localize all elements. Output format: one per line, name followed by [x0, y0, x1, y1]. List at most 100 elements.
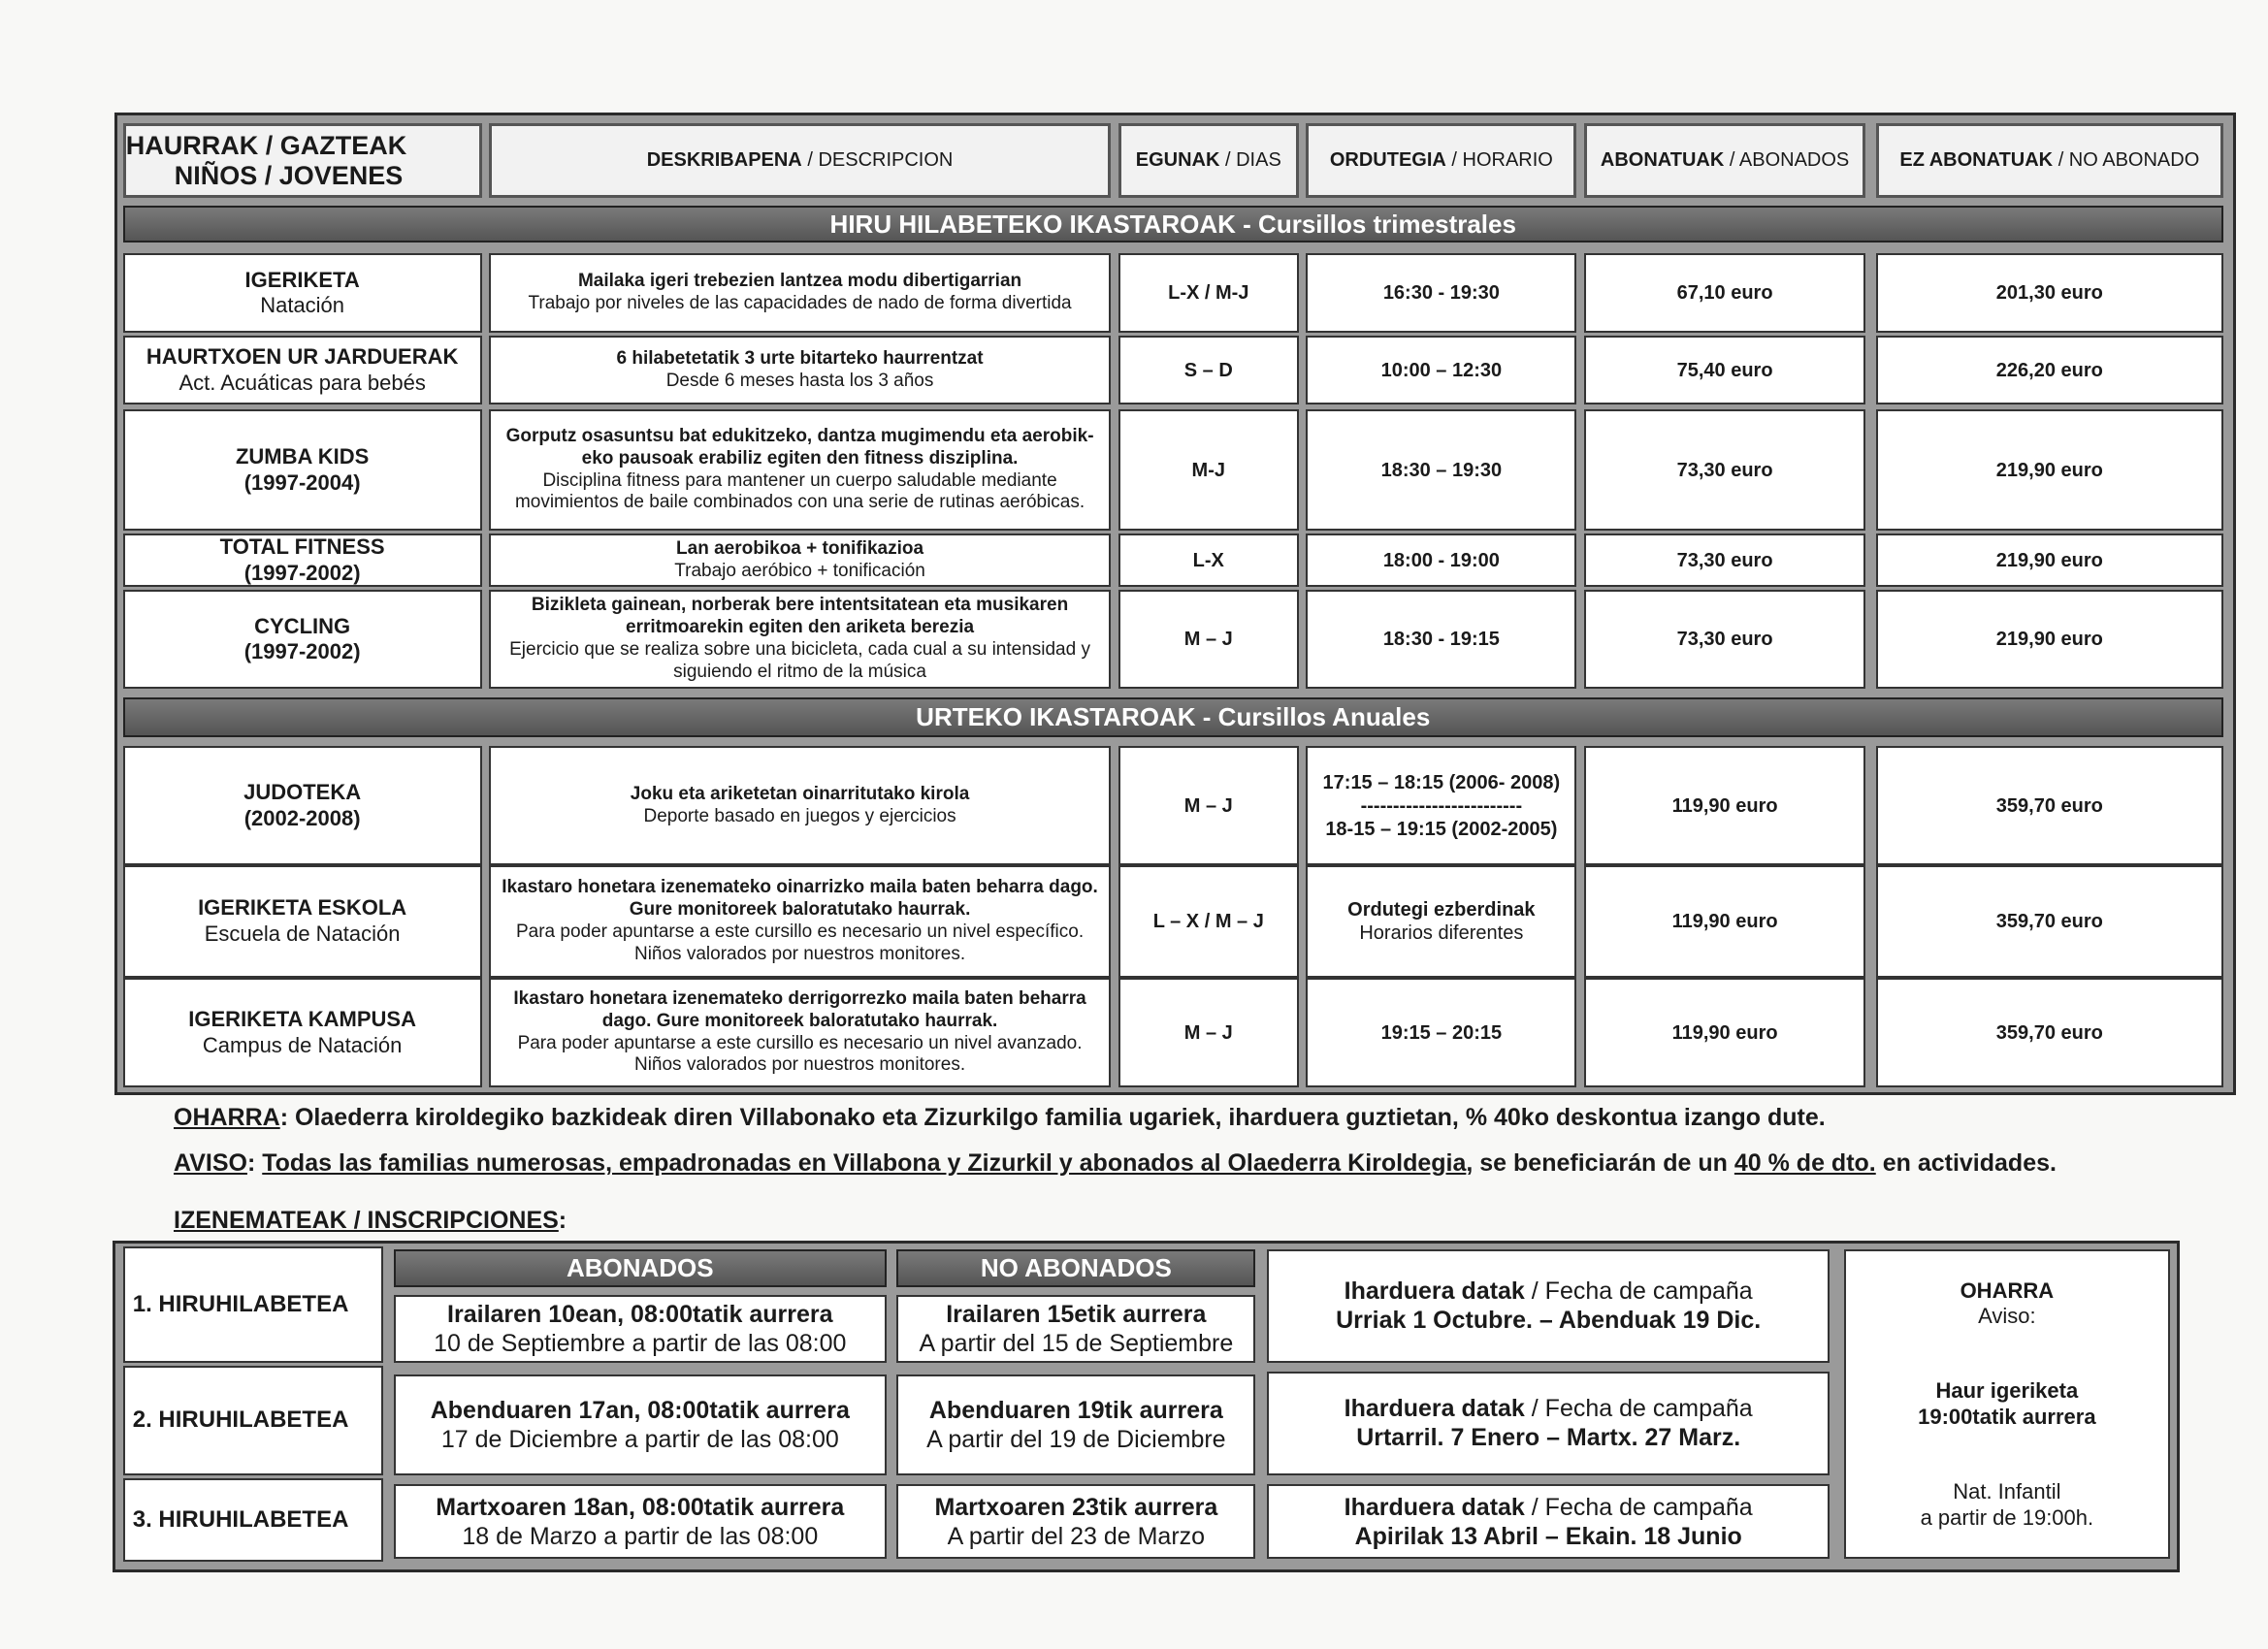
time-bold: ------------------------- [1360, 794, 1523, 817]
period-cell: 2. HIRUHILABETEA [122, 1365, 384, 1475]
campaign-bold: Iharduera datak [1344, 1395, 1525, 1423]
name-text: Act. Acuáticas para bebés [178, 370, 426, 395]
members-bold: Abenduaren 17an, 08:00tatik aurrera [430, 1396, 850, 1424]
row-cell: 73,30 euro [1583, 534, 1866, 588]
row-cell: Ikastaro honetara izenemateko oinarrizko… [488, 864, 1112, 978]
period: 1. HIRUHILABETEA [132, 1290, 349, 1317]
campaign-cell: Iharduera datak / Fecha de campaña Urtarr… [1267, 1371, 1831, 1475]
non-members-bold: Martxoaren 23tik aurrera [934, 1493, 1218, 1521]
time-bold: 18:30 - 19:15 [1382, 629, 1500, 651]
non-members-bold: 359,70 euro [1995, 910, 2103, 932]
campaign-text: / Fecha de campaña [1531, 1395, 1753, 1423]
header-bold: ABONATUAK [1600, 149, 1725, 171]
days-bold: M – J [1183, 794, 1233, 817]
time-bold: Ordutegi ezberdinak [1347, 898, 1536, 921]
campaign-bold: Iharduera datak [1344, 1493, 1525, 1521]
row-cell: M – J [1118, 746, 1299, 865]
row-cell: IGERIKETA ESKOLA Escuela de Natación [122, 864, 482, 978]
row-cell: Ikastaro honetara izenemateko derrigorre… [488, 977, 1112, 1088]
members-bold: 119,90 euro [1671, 910, 1778, 932]
non-members-bold: Irailaren 15etik aurrera [946, 1300, 1207, 1328]
days-bold: L-X / M-J [1168, 281, 1249, 304]
note-text: en actividades. [1875, 1149, 2057, 1178]
name-bold: CYCLING [254, 613, 351, 638]
row-cell: 18:30 – 19:30 [1306, 408, 1577, 532]
name-bold: (2002-2008) [243, 805, 361, 830]
header-bold: EGUNAK [1135, 149, 1220, 171]
row-cell: 67,10 euro [1583, 252, 1866, 333]
description-bold: Bizikleta gainean, norberak bere intents… [531, 595, 1069, 638]
name-bold: HAURTXOEN UR JARDUERAK [146, 344, 459, 370]
time-bold: 16:30 - 19:30 [1382, 281, 1500, 304]
time-bold: 19:15 – 20:15 [1380, 1021, 1503, 1044]
description-bold: 6 hilabetetatik 3 urte bitarteko haurren… [616, 347, 984, 369]
members-bold: 119,90 euro [1671, 1021, 1778, 1044]
description-text: Disciplina fitness para mantener un cuer… [514, 469, 1085, 513]
header-text: / NO ABONADO [2057, 149, 2200, 171]
row-cell: 219,90 euro [1875, 534, 2223, 588]
note-text: : [558, 1206, 567, 1234]
name-text: Escuela de Natación [204, 921, 401, 946]
non-members-cell: Abenduaren 19tik aurrera A partir del 19 … [896, 1374, 1256, 1475]
campaign-text: / Fecha de campaña [1531, 1493, 1753, 1521]
row-cell: 359,70 euro [1875, 864, 2223, 978]
note-line: IZENEMATEAK / INSCRIPCIONES: [174, 1207, 567, 1235]
campaign-label: Iharduera datak / Fecha de campaña [1345, 1277, 1753, 1306]
members-bold: 73,30 euro [1676, 549, 1773, 571]
row-cell: 73,30 euro [1583, 408, 1866, 532]
row-cell: Mailaka igeri trebezien lantzea modu dib… [488, 252, 1112, 333]
header-bold: EZ ABONATUAK [1899, 149, 2054, 171]
row-cell: M – J [1118, 977, 1299, 1088]
inscription-header: NO ABONADOS [896, 1249, 1256, 1288]
non-members-text: A partir del 19 de Diciembre [926, 1425, 1226, 1453]
description-text: Ejercicio que se realiza sobre una bicic… [509, 639, 1090, 682]
section-band: URTEKO IKASTAROAK - Cursillos Anuales [122, 696, 2223, 738]
campaign-cell: Iharduera datak / Fecha de campaña Apiril… [1267, 1483, 1831, 1560]
non-members-bold: 359,70 euro [1995, 1021, 2103, 1044]
note-group: Nat. Infantil a partir de 19:00h. [1921, 1479, 2094, 1531]
row-cell: CYCLING (1997-2002) [122, 590, 482, 689]
name-bold: JUDOTEKA [243, 780, 362, 805]
row-cell: 119,90 euro [1583, 977, 1866, 1088]
note-text: OHARRA [174, 1103, 280, 1131]
header-bold: ORDUTEGIA [1329, 149, 1446, 171]
non-members-bold: 219,90 euro [1995, 549, 2103, 571]
row-cell: 73,30 euro [1583, 590, 1866, 689]
non-members-text: A partir del 23 de Marzo [947, 1522, 1206, 1550]
row-cell: 17:15 – 18:15 (2006- 2008) --------------… [1306, 746, 1577, 865]
note-text: Nat. Infantil [1953, 1479, 2061, 1504]
inscription-header: ABONADOS [393, 1249, 888, 1288]
row-cell: 119,90 euro [1583, 864, 1866, 978]
note-text: IZENEMATEAK / INSCRIPCIONES [174, 1206, 559, 1234]
name-bold: IGERIKETA [244, 267, 360, 292]
row-cell: IGERIKETA KAMPUSA Campus de Natación [122, 977, 482, 1088]
header-text: / HORARIO [1451, 149, 1553, 171]
note-group: Haur igeriketa 19:00tatik aurrera [1918, 1378, 2095, 1430]
row-cell: M-J [1118, 408, 1299, 532]
note-title: OHARRA [1960, 1277, 2055, 1303]
period: 3. HIRUHILABETEA [132, 1505, 349, 1533]
note-text: AVISO [174, 1149, 247, 1178]
name-bold: IGERIKETA ESKOLA [198, 895, 407, 921]
period-cell: 3. HIRUHILABETEA [122, 1477, 384, 1563]
name-bold: (1997-2002) [243, 639, 361, 664]
campaign-dates: Urtarril. 7 Enero – Martx. 27 Marz. [1356, 1424, 1741, 1452]
members-bold: 73,30 euro [1676, 459, 1773, 481]
members-bold: Irailaren 10ean, 08:00tatik aurrera [447, 1300, 833, 1328]
note-group: OHARRA Aviso: [1960, 1278, 2055, 1330]
header-cell: DESKRIBAPENA / DESCRIPCION [488, 122, 1112, 199]
members-cell: Martxoaren 18an, 08:00tatik aurrera 18 de… [393, 1483, 888, 1560]
header-bold: DESKRIBAPENA [646, 149, 802, 171]
non-members-bold: 219,90 euro [1995, 459, 2103, 481]
description-text: Desde 6 meses hasta los 3 años [665, 370, 934, 391]
members-bold: 73,30 euro [1676, 629, 1773, 651]
note-text: , se beneficiarán de un [1466, 1149, 1734, 1178]
row-cell: 6 hilabetetatik 3 urte bitarteko haurren… [488, 335, 1112, 405]
non-members-cell: Martxoaren 23tik aurrera A partir del 23 … [896, 1483, 1256, 1560]
row-cell: 119,90 euro [1583, 746, 1866, 865]
header-title: NIÑOS / JOVENES [174, 160, 404, 190]
header-cell: ORDUTEGIA / HORARIO [1306, 122, 1577, 199]
time-bold: 10:00 – 12:30 [1380, 359, 1503, 381]
header-label: DESKRIBAPENA / DESCRIPCION [647, 149, 954, 172]
